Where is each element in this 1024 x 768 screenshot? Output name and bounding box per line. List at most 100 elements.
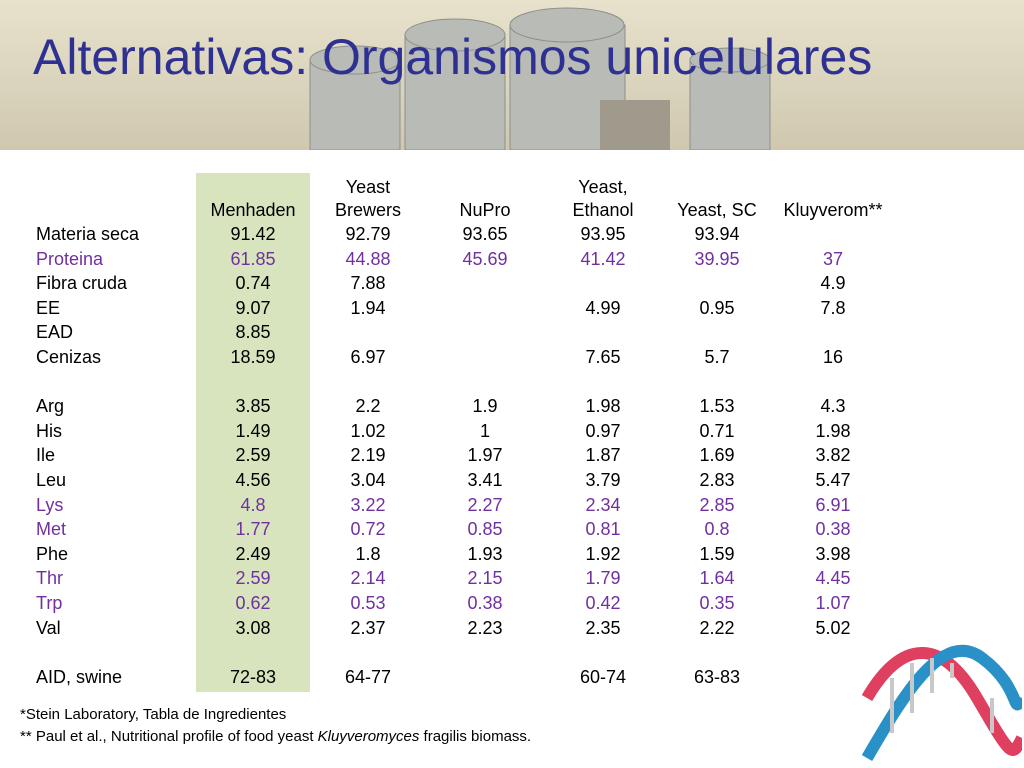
column-header: Kluyverom** [783,199,882,222]
slide-title: Alternativas: Organismos unicelulares [33,29,873,85]
cell: 7.65 [585,347,621,367]
cell: 1.49 [235,420,271,441]
row-label: Fibra cruda [36,273,128,294]
cell: 63-83 [693,666,741,687]
cell: 37 [822,248,844,269]
cell: 3.79 [585,470,621,490]
cell: 44.88 [345,248,391,269]
cell: 7.8 [820,297,846,318]
cell: 0.81 [585,519,621,540]
cell: 0.35 [699,593,735,613]
cell: 1.94 [350,297,386,318]
cell: 2.19 [350,445,386,466]
cell: 6.97 [350,347,386,367]
row-label: Cenizas [36,347,102,367]
cell: 0.97 [585,420,621,441]
cell: 1.53 [699,396,735,417]
cell: 0.42 [585,593,621,613]
row-label: AID, swine [36,666,123,687]
cell: 16 [822,347,844,367]
row-label: Leu [36,470,67,490]
cell: 2.14 [350,568,386,589]
banner: Alternativas: Organismos unicelulares [0,0,1024,150]
column-header: Yeast Brewers [335,176,401,222]
cell: 2.23 [467,617,503,638]
cell: 72-83 [229,666,277,687]
cell: 1.79 [585,568,621,589]
cell: 61.85 [230,248,276,269]
footnote: ** Paul et al., Nutritional profile of f… [20,728,531,745]
cell: 1.97 [467,445,503,466]
cell: 1.93 [467,543,503,564]
cell: 41.42 [580,248,626,269]
row-label: Val [36,617,61,638]
cell: 0.38 [815,519,851,540]
cell: 1.98 [585,396,621,417]
cell: 91.42 [230,224,276,244]
footnote-part: ** Paul et al., Nutritional profile of f… [20,728,318,745]
row-label: Materia seca [36,224,140,244]
cell: 60-74 [579,666,627,687]
cell: 5.7 [704,347,730,367]
cell: 2.85 [699,494,735,515]
cell: 1.69 [699,445,735,466]
row-label: Trp [36,593,63,613]
row-label: Lys [36,494,64,515]
cell: 4.99 [585,297,621,318]
cell: 1.87 [585,445,621,466]
cell: 39.95 [694,248,740,269]
row-label: His [36,420,62,441]
row-label: Phe [36,543,69,564]
cell: 8.85 [235,322,271,343]
header-line: Brewers [334,200,402,220]
cell: 93.65 [462,224,508,244]
cell: 0.85 [467,519,503,540]
cell: 0.62 [235,593,271,613]
cell: 3.22 [350,494,386,515]
cell: 0.95 [699,297,735,318]
cell: 1.8 [355,543,381,564]
cell: 0.8 [704,519,730,540]
cell: 3.04 [350,470,386,490]
cell: 2.22 [699,617,735,638]
cell: 93.95 [580,224,626,244]
row-label: EAD [36,322,74,343]
cell: 0.38 [467,593,503,613]
cell: 2.59 [235,568,271,589]
cell: 92.79 [345,224,391,244]
header-line: Yeast, [578,177,628,197]
silos [309,7,771,150]
cell: 2.2 [355,396,381,417]
cell: 3.98 [815,543,851,564]
cell: 7.88 [350,273,386,294]
header-line: NuPro [459,200,511,220]
cell: 0.71 [699,420,735,441]
footnote-part: fragilis biomass. [419,728,532,745]
header-line: Yeast, SC [677,200,757,220]
cell: 64-77 [344,666,392,687]
cell: 4.8 [240,494,266,515]
column-header: Menhaden [210,199,295,222]
cell: 1.92 [585,543,621,564]
row-label: EE [36,297,61,318]
cell: 1.77 [235,519,271,540]
cell: 4.9 [820,273,846,294]
cell: 3.85 [235,396,271,417]
cell: 1 [479,420,491,441]
highlight-column [196,173,310,692]
cell: 2.27 [467,494,503,515]
row-label: Proteina [36,248,104,269]
cell: 3.82 [815,445,851,466]
cell: 1.64 [699,568,735,589]
cell: 4.56 [235,470,271,490]
cell: 93.94 [694,224,740,244]
header-line: Yeast [345,177,391,197]
cell: 2.34 [585,494,621,515]
cell: 9.07 [235,297,271,318]
header-line: Menhaden [210,200,296,220]
cell: 2.15 [467,568,503,589]
header-line: Ethanol [572,200,634,220]
cell: 2.35 [585,617,621,638]
footnote: *Stein Laboratory, Tabla de Ingredientes [20,706,286,723]
cell: 5.47 [815,470,851,490]
